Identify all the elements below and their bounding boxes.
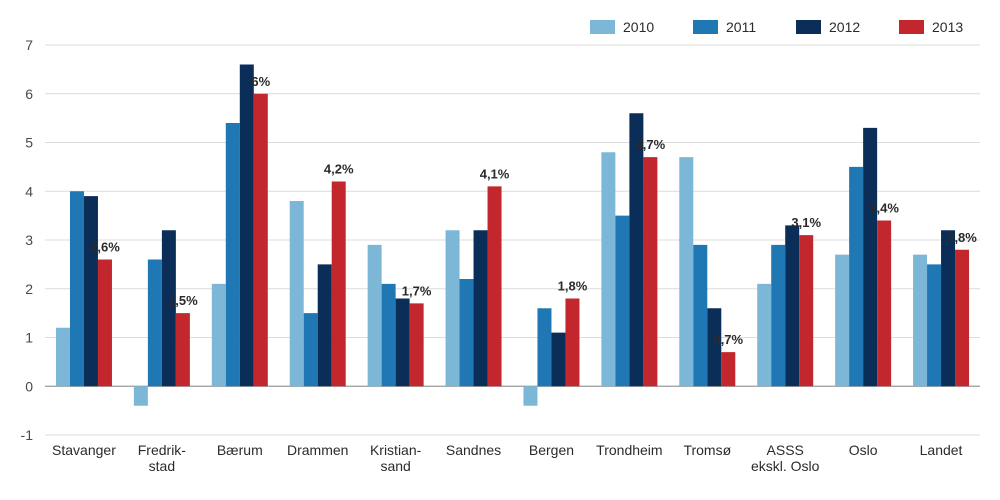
bar (877, 221, 891, 387)
x-category-label: Tromsø (683, 442, 731, 458)
grouped-bar-chart: -1 0 1 2 3 4 5 6 7 2010 2011 2012 2013 2,6% Stavanger 1… (0, 0, 1000, 500)
bar (643, 157, 657, 386)
bar (785, 225, 799, 386)
bar (254, 94, 268, 387)
x-category-label: Drammen (287, 442, 348, 458)
bar-value-label: 0,7% (713, 332, 743, 347)
bar-value-label: 3,1% (791, 215, 821, 230)
y-tick-label: 6 (25, 86, 33, 102)
bar-value-label: 4,7% (636, 137, 666, 152)
bar-value-label: 1,5% (168, 293, 198, 308)
bar (446, 230, 460, 386)
bar (474, 230, 488, 386)
x-category-label: ekskl. Oslo (751, 458, 820, 474)
x-category-label: Fredrik- (138, 442, 187, 458)
y-tick-label: 4 (25, 183, 33, 199)
x-category-label: Stavanger (52, 442, 116, 458)
bar (721, 352, 735, 386)
bar (849, 167, 863, 386)
bar-value-label: 3,4% (869, 201, 899, 216)
bar (212, 284, 226, 386)
bar (537, 308, 551, 386)
bar (913, 255, 927, 387)
bar (565, 299, 579, 387)
y-tick-label: 1 (25, 330, 33, 346)
bar (863, 128, 877, 386)
bar (176, 313, 190, 386)
bar (615, 216, 629, 387)
bar (955, 250, 969, 387)
bar (799, 235, 813, 386)
legend-label: 2013 (932, 19, 963, 35)
bar (927, 264, 941, 386)
bar (56, 328, 70, 387)
bar-value-label: 1,8% (558, 279, 588, 294)
x-category-label: Trondheim (596, 442, 662, 458)
bar (240, 65, 254, 387)
bar (304, 313, 318, 386)
bar (941, 230, 955, 386)
bar-value-label: 4,2% (324, 162, 354, 177)
bar (835, 255, 849, 387)
bar-value-label: 1,7% (402, 283, 432, 298)
bar (551, 333, 565, 387)
bar (162, 230, 176, 386)
x-category-label: Kristian- (370, 442, 422, 458)
legend-swatch (796, 20, 821, 34)
bar-value-label: 2,6% (90, 240, 120, 255)
x-category-label: sand (380, 458, 410, 474)
bar (318, 264, 332, 386)
bar (98, 260, 112, 387)
legend-label: 2011 (726, 19, 756, 35)
bar (488, 186, 502, 386)
y-tick-label: 5 (25, 135, 33, 151)
bar (332, 182, 346, 387)
bar (693, 245, 707, 386)
bar (290, 201, 304, 386)
bar (629, 113, 643, 386)
bar (601, 152, 615, 386)
y-tick-label: 7 (25, 37, 33, 53)
bar-value-label: 4,1% (480, 166, 510, 181)
x-category-label: Bærum (217, 442, 263, 458)
bar (523, 386, 537, 406)
legend-label: 2010 (623, 19, 654, 35)
bar (757, 284, 771, 386)
bar (148, 260, 162, 387)
y-tick-label: 3 (25, 232, 33, 248)
bar (396, 299, 410, 387)
bar (679, 157, 693, 386)
bar (70, 191, 84, 386)
legend-swatch (693, 20, 718, 34)
bar-value-label: 6% (251, 74, 270, 89)
legend-swatch (590, 20, 615, 34)
bar (134, 386, 148, 406)
x-category-label: ASSS (767, 442, 804, 458)
bar (771, 245, 785, 386)
x-category-label: Landet (920, 442, 963, 458)
bar-value-label: 2,8% (947, 230, 977, 245)
bar (226, 123, 240, 386)
bar (382, 284, 396, 386)
x-category-label: Bergen (529, 442, 574, 458)
legend-label: 2012 (829, 19, 860, 35)
bar (410, 303, 424, 386)
bar (707, 308, 721, 386)
y-tick-label: -1 (21, 427, 34, 443)
legend-swatch (899, 20, 924, 34)
bar (84, 196, 98, 386)
bar (460, 279, 474, 386)
x-category-label: Sandnes (446, 442, 501, 458)
x-category-label: stad (149, 458, 175, 474)
bar (368, 245, 382, 386)
y-tick-label: 2 (25, 281, 33, 297)
y-tick-label: 0 (25, 378, 33, 394)
x-category-label: Oslo (849, 442, 878, 458)
